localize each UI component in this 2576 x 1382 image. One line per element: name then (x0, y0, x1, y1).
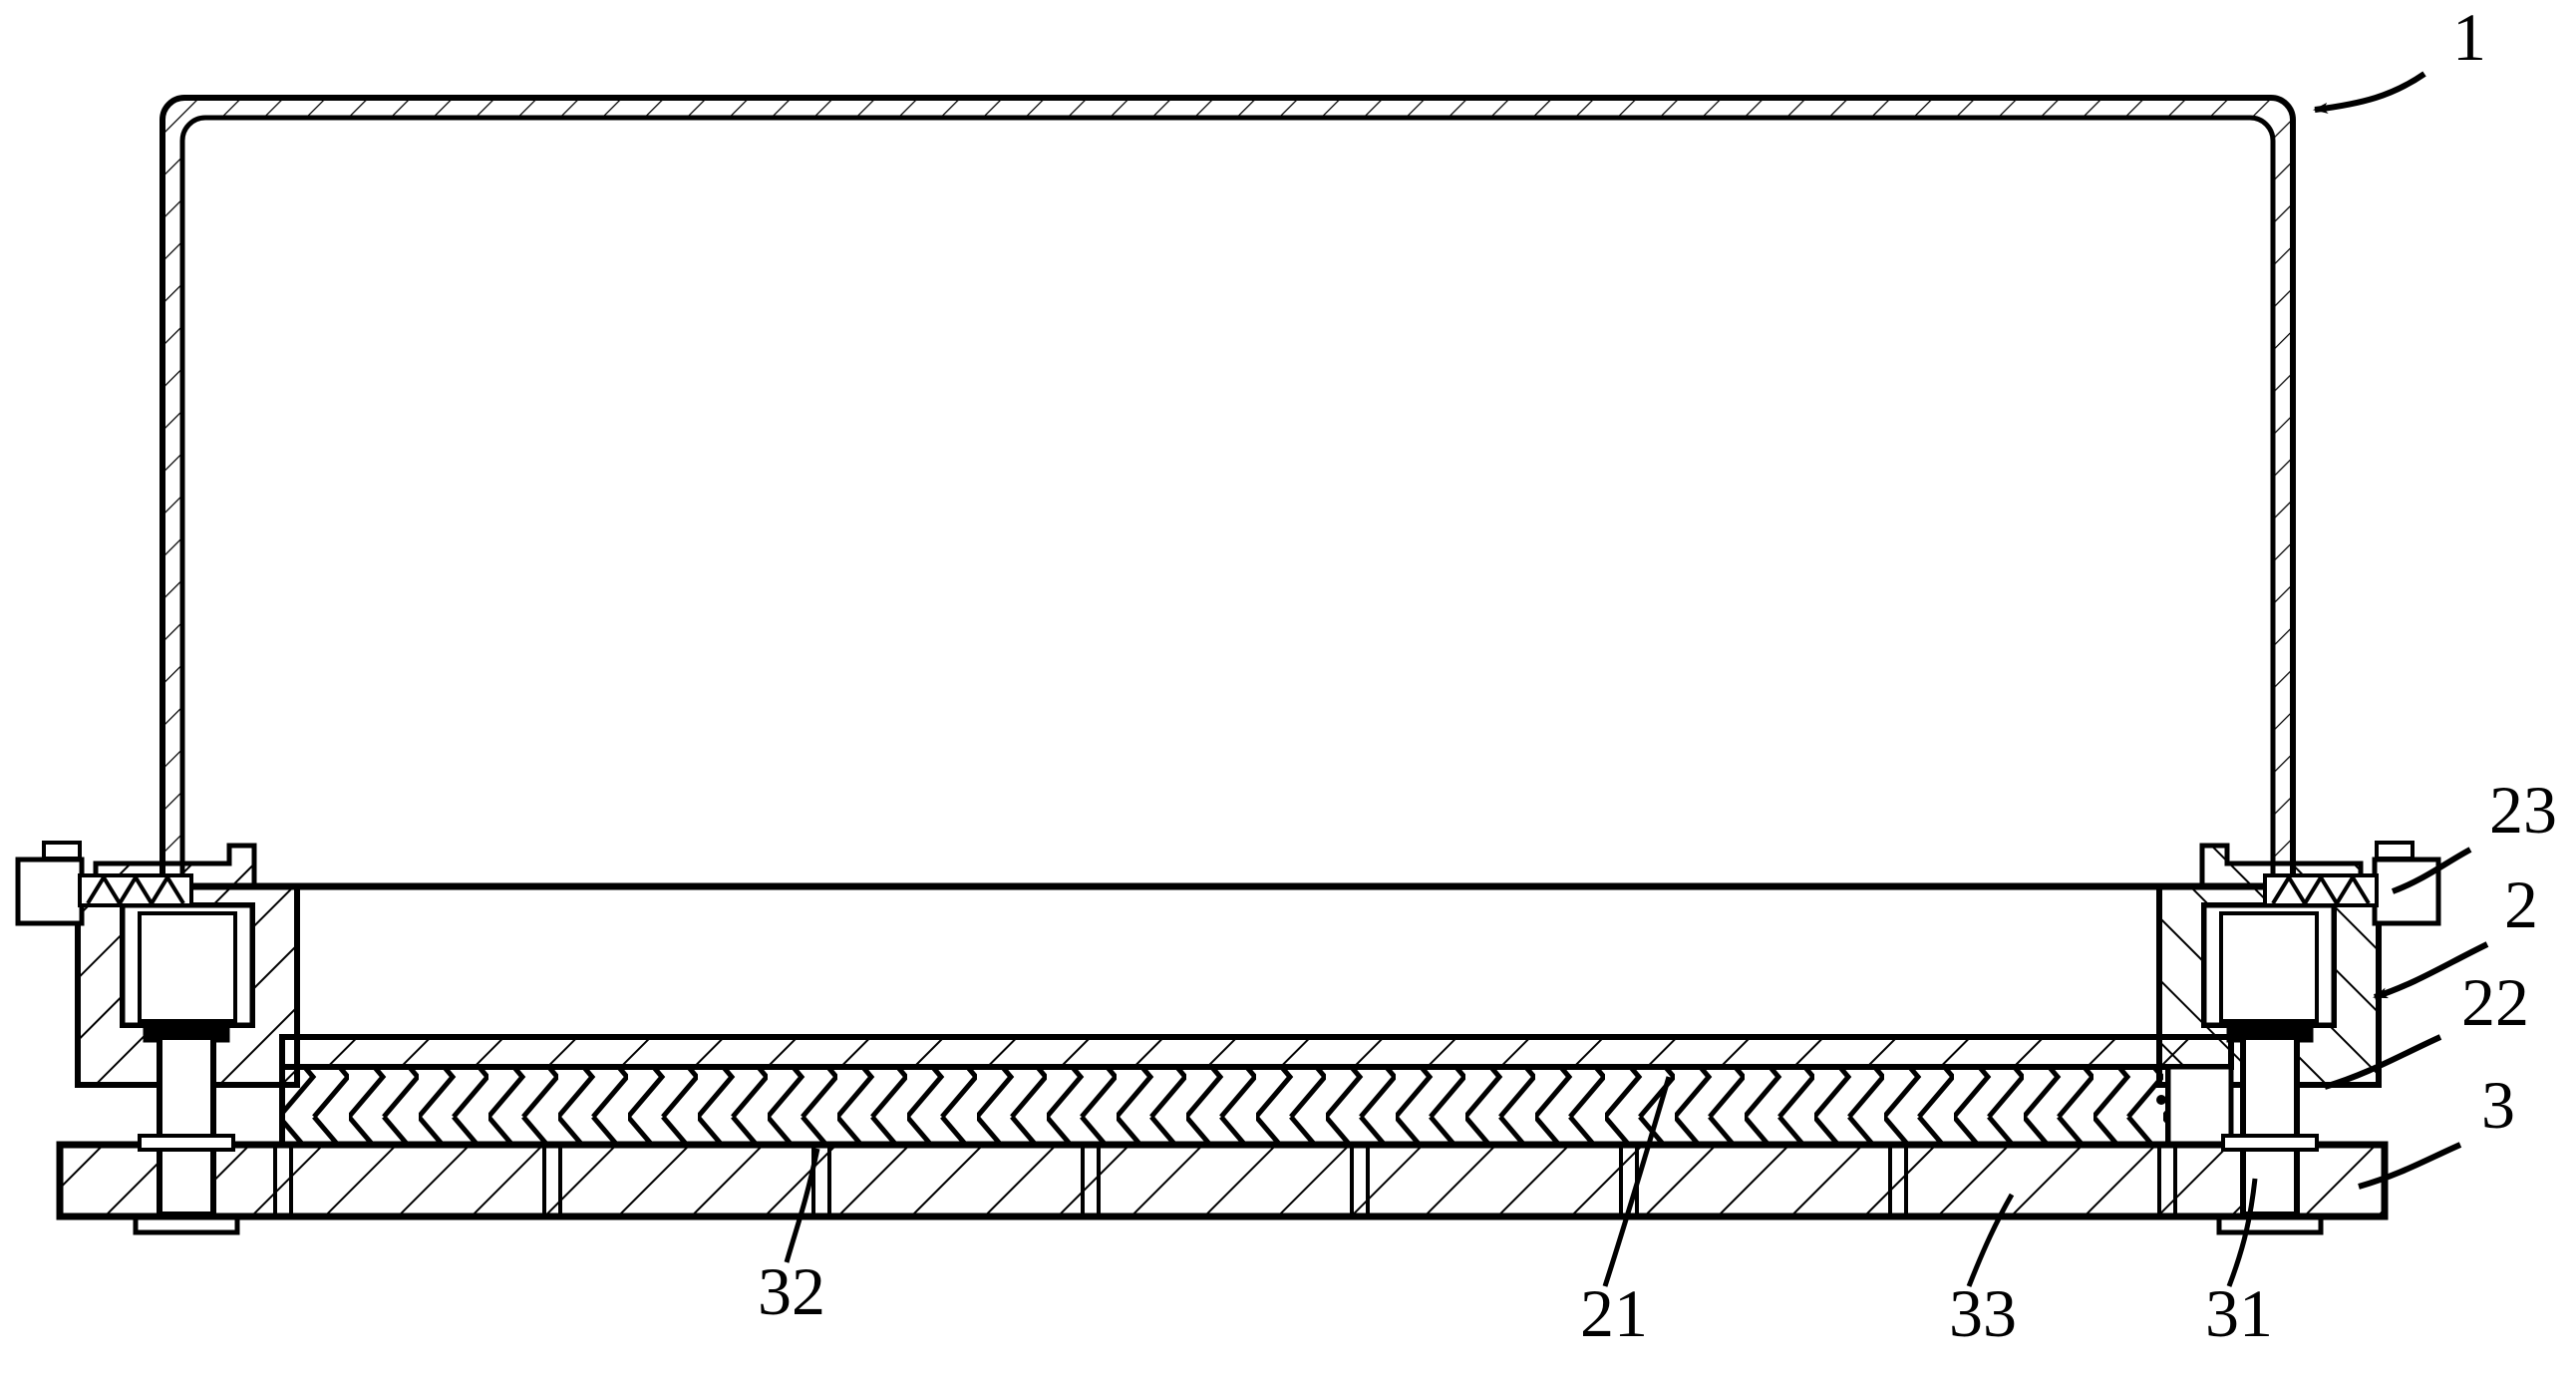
outer-shell-wall (162, 98, 2293, 892)
anchor-bolt-left-upper-collar (140, 1136, 233, 1150)
base-plate (60, 1145, 2385, 1216)
leader-line-1 (2315, 74, 2424, 110)
ref-label-1: 1 (2452, 0, 2486, 75)
seat-bolt-left-head (18, 860, 82, 923)
patent-figure-canvas: 1 23 2 22 3 32 21 33 31 (0, 0, 2576, 1382)
ref-label-3: 3 (2481, 1067, 2515, 1143)
core-right-cap (2168, 1067, 2231, 1145)
anchor-bolt-left-shaft (160, 1037, 213, 1214)
outer-shell-group (162, 98, 2293, 892)
ref-label-2: 2 (2504, 866, 2538, 942)
inner-shell-outline (182, 118, 2273, 892)
outer-shell-outline (162, 98, 2293, 892)
ref-label-21: 21 (1580, 1275, 1648, 1351)
base-upper-band-group (282, 1037, 2231, 1067)
base-upper-band (282, 1037, 2231, 1067)
ref-label-31: 31 (2205, 1275, 2273, 1351)
ref-label-32: 32 (758, 1253, 825, 1329)
patent-drawing: 1 23 2 22 3 32 21 33 31 (0, 0, 2576, 1382)
seat-bolt-left-collar (44, 843, 80, 859)
seat-bolt-right-head (2375, 860, 2438, 923)
damping-block-left-inner (140, 913, 235, 1021)
ref-label-23: 23 (2489, 772, 2557, 848)
anchor-bolt-right-shaft (2243, 1037, 2297, 1214)
base-plate-group (60, 1145, 2385, 1216)
chevron-core-layer (282, 1067, 2168, 1145)
ref-label-33: 33 (1949, 1275, 2017, 1351)
anchor-bolt-right-upper-collar (2223, 1136, 2317, 1150)
chevron-core-group (282, 1067, 2231, 1145)
seat-bolt-right-collar (2377, 843, 2413, 859)
damping-block-right-inner (2221, 913, 2317, 1021)
core-right-cap-dot (2156, 1095, 2166, 1105)
ref-label-22: 22 (2461, 964, 2529, 1040)
